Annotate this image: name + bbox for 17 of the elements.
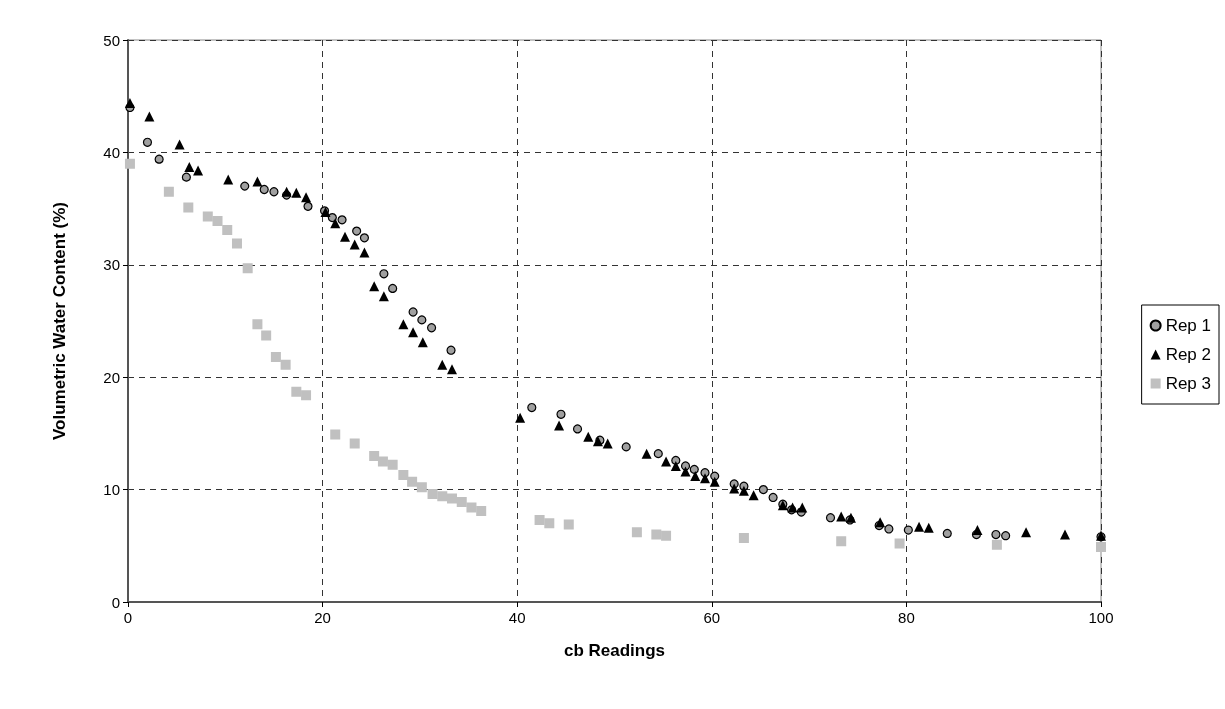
legend-label: Rep 3 xyxy=(1165,374,1212,393)
x-tick-label: 60 xyxy=(703,609,721,626)
x-tick-label: 20 xyxy=(314,609,331,626)
x-axis-title: cb Readings xyxy=(563,641,666,660)
x-tick-label: 0 xyxy=(123,609,133,626)
x-tick-label: 40 xyxy=(508,609,526,626)
legend-label: Rep 2 xyxy=(1165,345,1212,364)
y-axis-title: Volumetric Water Content (%) xyxy=(50,201,69,441)
y-tick-label: 20 xyxy=(103,368,120,386)
x-tick-label: 100 xyxy=(1088,609,1114,626)
y-tick-label: 50 xyxy=(103,31,120,49)
legend-label: Rep 1 xyxy=(1165,316,1212,335)
y-tick-label: 40 xyxy=(103,143,120,161)
y-tick-label: 0 xyxy=(111,593,120,611)
x-tick-label: 80 xyxy=(898,609,915,626)
y-tick-label: 10 xyxy=(103,481,120,499)
y-tick-label: 30 xyxy=(103,256,120,274)
